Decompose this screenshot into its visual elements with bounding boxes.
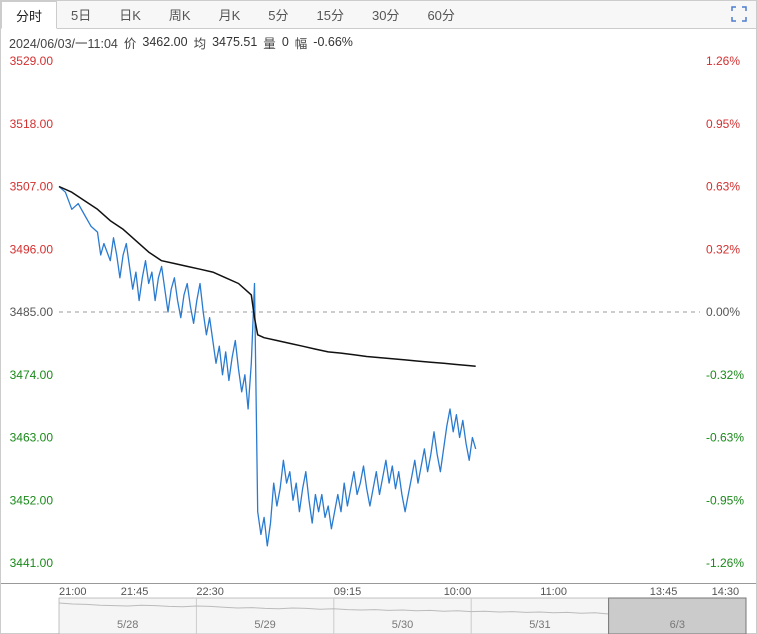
svg-text:1.26%: 1.26% [706, 55, 740, 68]
info-bar: 2024/06/03/一11:04 价 3462.00 均 3475.51 量 … [1, 29, 756, 55]
info-price-label: 价 [124, 33, 137, 52]
svg-text:3474.00: 3474.00 [10, 368, 54, 382]
svg-text:-0.63%: -0.63% [706, 431, 744, 445]
tab-分时[interactable]: 分时 [1, 1, 57, 29]
svg-text:-0.95%: -0.95% [706, 493, 744, 507]
fullscreen-icon[interactable] [730, 5, 748, 23]
tab-30分[interactable]: 30分 [358, 1, 413, 28]
svg-text:21:45: 21:45 [121, 586, 149, 598]
svg-text:21:00: 21:00 [59, 586, 87, 598]
tab-5日[interactable]: 5日 [57, 1, 105, 28]
svg-text:3485.00: 3485.00 [10, 305, 54, 319]
info-avg-label: 均 [194, 33, 207, 52]
svg-text:3518.00: 3518.00 [10, 117, 54, 131]
main-chart[interactable]: 3441.00 3452.00 3463.00 3474.00 3485.00 3496.… [1, 55, 756, 583]
svg-text:3452.00: 3452.00 [10, 493, 54, 507]
svg-text:3441.00: 3441.00 [10, 556, 54, 570]
info-avg: 3475.51 [212, 35, 257, 49]
svg-text:13:45: 13:45 [650, 586, 678, 598]
svg-text:-1.26%: -1.26% [706, 556, 744, 570]
svg-text:6/3: 6/3 [670, 619, 685, 631]
svg-text:5/30: 5/30 [392, 619, 413, 631]
info-price: 3462.00 [142, 35, 187, 49]
tab-周K[interactable]: 周K [155, 1, 205, 28]
tab-5分[interactable]: 5分 [254, 1, 302, 28]
info-datetime: 2024/06/03/一11:04 [9, 33, 118, 52]
info-chg: -0.66% [313, 35, 353, 49]
tab-月K[interactable]: 月K [205, 1, 255, 28]
svg-text:11:00: 11:00 [540, 586, 567, 598]
svg-text:10:00: 10:00 [444, 586, 472, 598]
mini-chart[interactable]: 21:00 21:45 22:30 09:15 10:00 11:00 13:45 14:30… [1, 583, 756, 633]
svg-text:09:15: 09:15 [334, 586, 362, 598]
svg-text:5/28: 5/28 [117, 619, 138, 631]
info-vol: 0 [282, 35, 289, 49]
tab-60分[interactable]: 60分 [413, 1, 468, 28]
svg-text:0.63%: 0.63% [706, 180, 740, 194]
tab-15分[interactable]: 15分 [303, 1, 358, 28]
root: 分时5日日K周K月K5分15分30分60分 2024/06/03/一11:04 … [0, 0, 757, 634]
svg-text:3496.00: 3496.00 [10, 242, 54, 256]
tab-bar: 分时5日日K周K月K5分15分30分60分 [1, 1, 756, 29]
svg-text:-0.32%: -0.32% [706, 368, 744, 382]
svg-text:5/31: 5/31 [529, 619, 550, 631]
svg-text:3463.00: 3463.00 [10, 431, 54, 445]
svg-text:0.32%: 0.32% [706, 242, 740, 256]
svg-text:3529.00: 3529.00 [10, 55, 54, 68]
svg-text:3507.00: 3507.00 [10, 180, 54, 194]
svg-text:5/29: 5/29 [254, 619, 275, 631]
tab-日K[interactable]: 日K [105, 1, 155, 28]
info-vol-label: 量 [263, 33, 276, 52]
info-chg-label: 幅 [295, 33, 308, 52]
svg-text:22:30: 22:30 [196, 586, 224, 598]
svg-text:14:30: 14:30 [712, 586, 740, 598]
svg-text:0.95%: 0.95% [706, 117, 740, 131]
svg-text:0.00%: 0.00% [706, 305, 740, 319]
